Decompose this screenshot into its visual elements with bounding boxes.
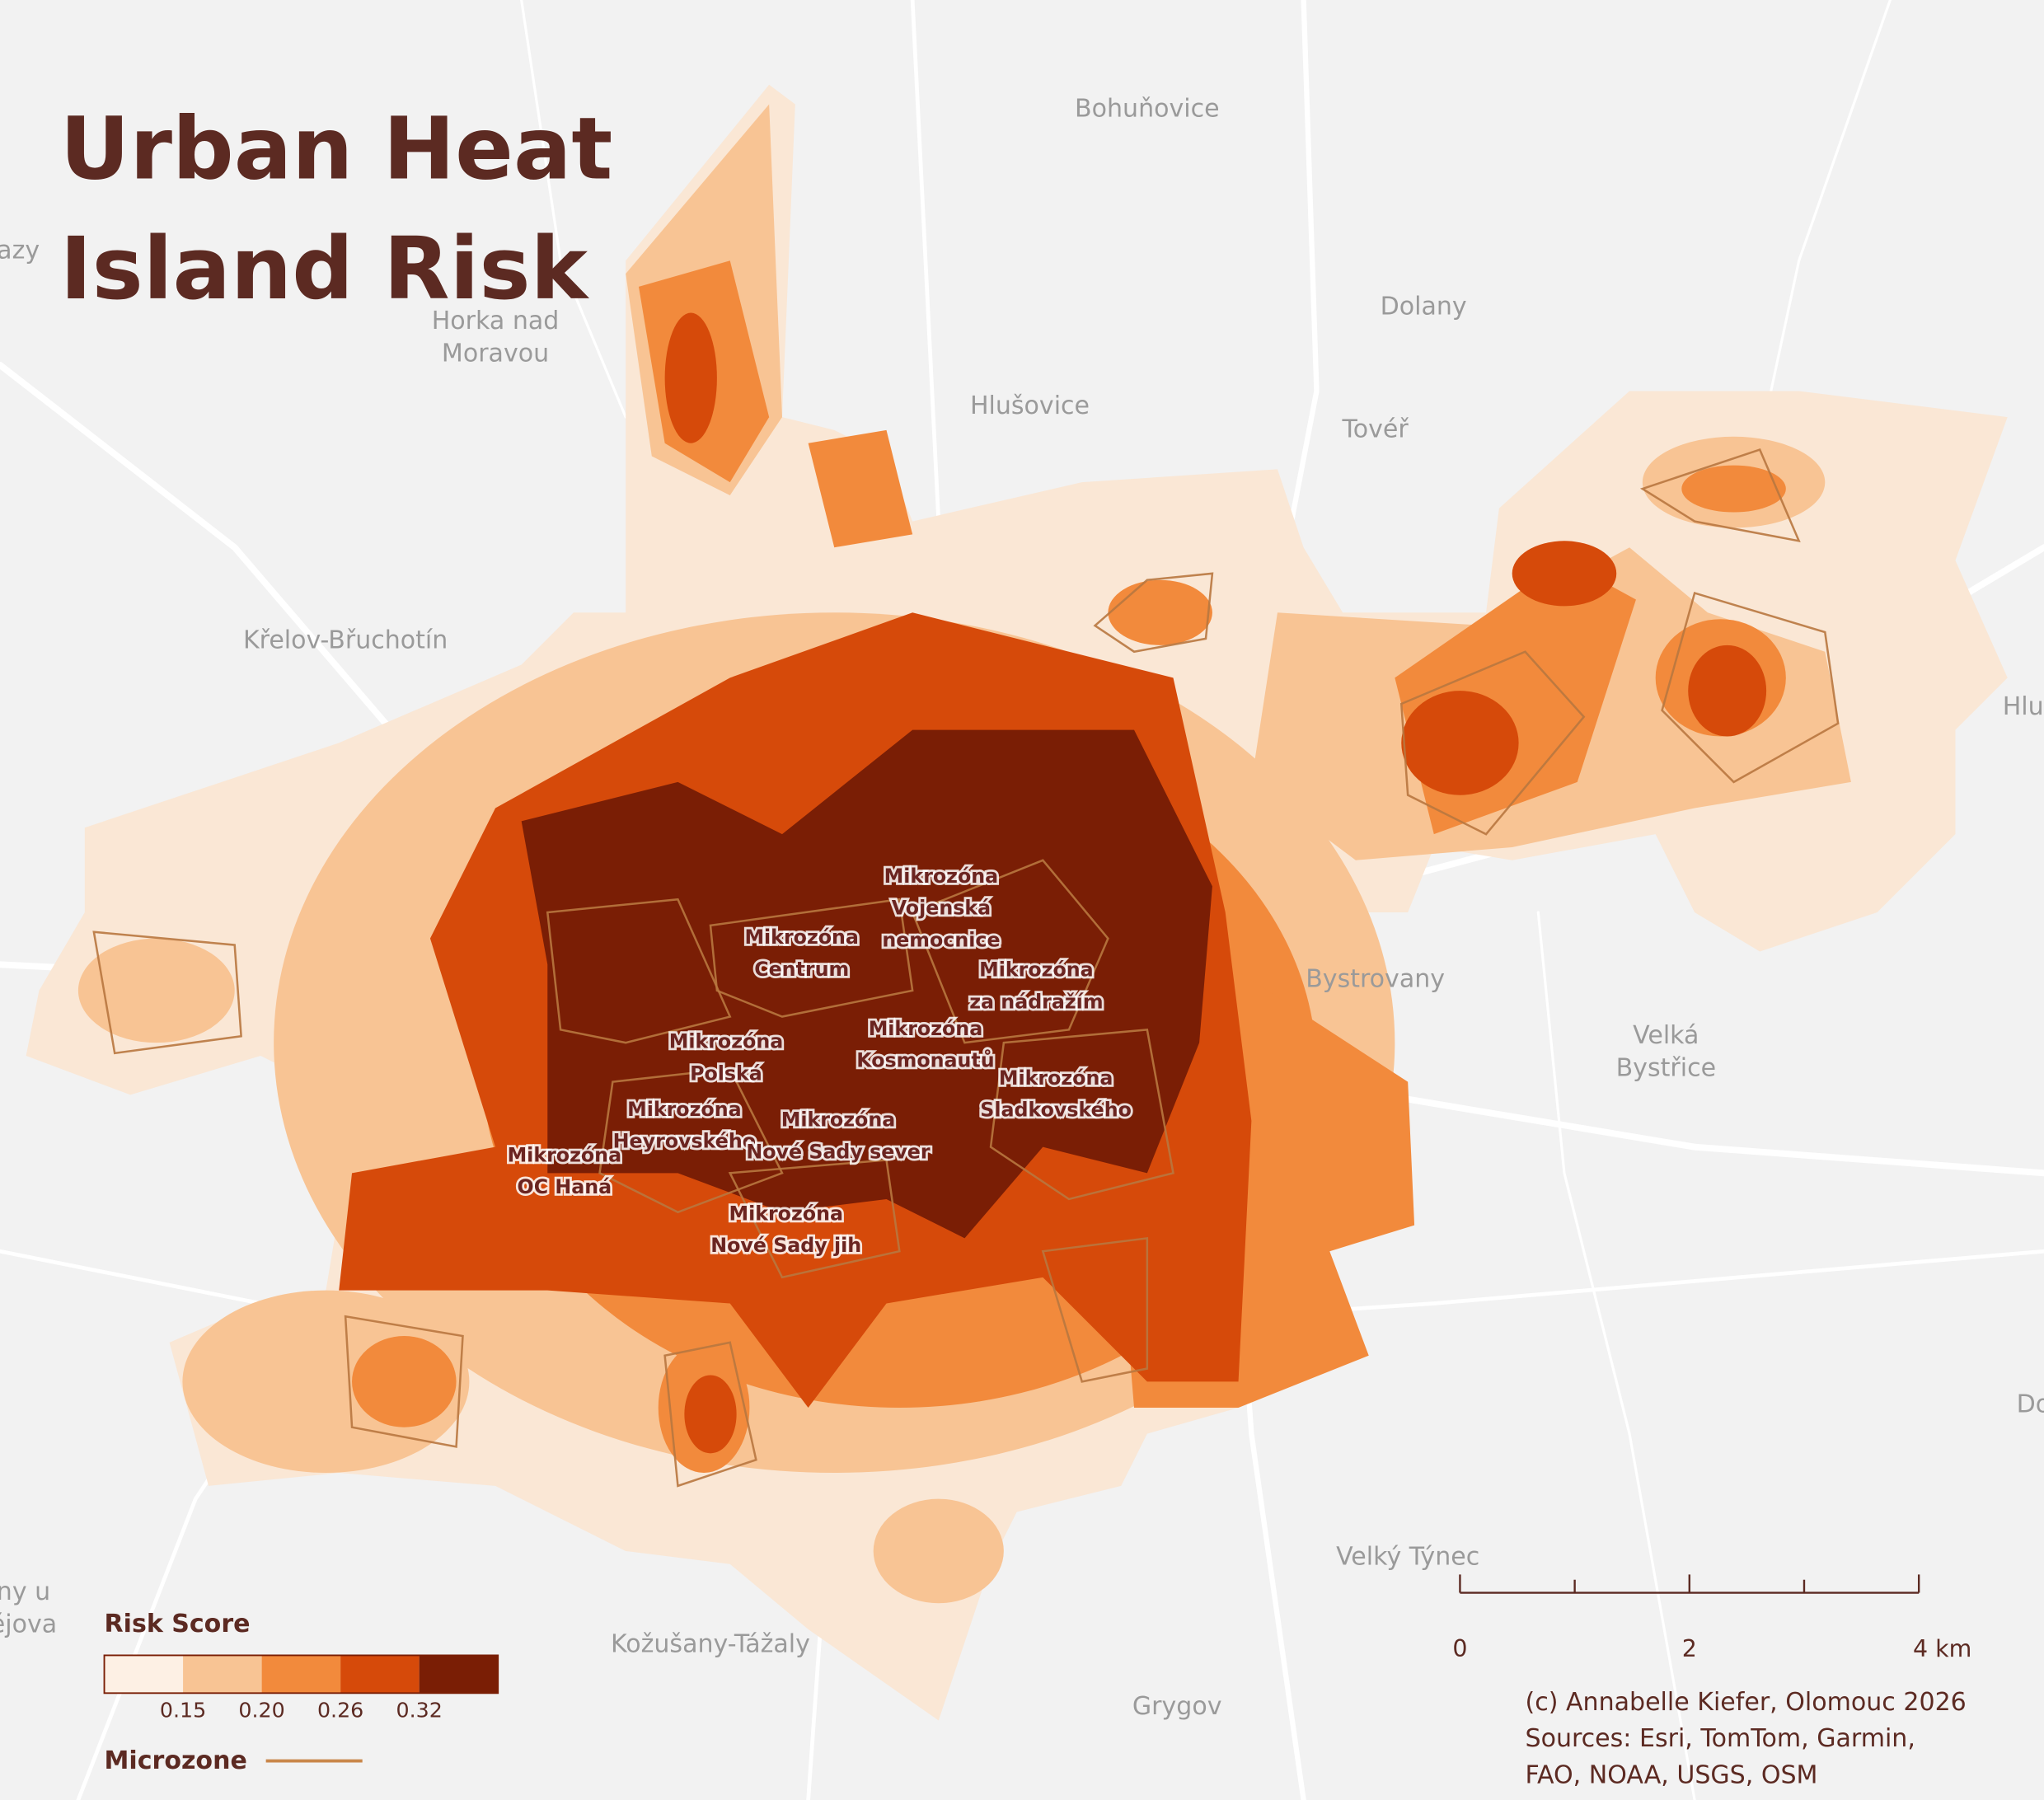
legend-swatch — [104, 1655, 184, 1694]
scale-label: 4 km — [1913, 1635, 1971, 1662]
scale-label: 0 — [1452, 1635, 1467, 1662]
place-label: Křelov-Břuchotín — [243, 626, 448, 655]
place-label: Tovéř — [1342, 415, 1409, 443]
place-label: Hlušovice — [970, 391, 1090, 420]
credit-line: (c) Annabelle Kiefer, Olomouc 2026 — [1526, 1688, 1967, 1717]
title-line: Island Risk — [60, 218, 590, 319]
place-label: Kožušany-Tážaly — [611, 1629, 810, 1658]
place-label: Grygov — [1132, 1692, 1222, 1721]
microzone-label: Mikrozóna — [999, 1066, 1113, 1090]
credits: (c) Annabelle Kiefer, Olomouc 2026 Source… — [1526, 1688, 1967, 1790]
place-label: Do — [2017, 1390, 2044, 1418]
scale-bar: 0 2 4 km — [1452, 1574, 1971, 1662]
microzone-label: Mikrozóna — [884, 865, 999, 888]
microzone-label: Vojenská — [892, 897, 991, 920]
legend-swatch — [261, 1655, 341, 1694]
microzone-label: Kosmonautů — [856, 1049, 994, 1072]
microzone-label: Mikrozóna — [627, 1098, 742, 1121]
place-label: azy — [0, 237, 40, 265]
place-label: Velký Týnec — [1336, 1542, 1479, 1571]
legend-break-label: 0.32 — [396, 1698, 442, 1722]
legend-break-label: 0.20 — [238, 1698, 284, 1722]
place-label: Horka nad — [432, 307, 560, 335]
microzone-label: nemocnice — [882, 928, 1000, 951]
legend: Risk Score 0.15 0.20 0.26 0.32 Microzone — [103, 1610, 499, 1775]
legend-break-label: 0.15 — [160, 1698, 206, 1722]
microzone-label: Centrum — [754, 958, 849, 981]
microzone-label: Mikrozóna — [869, 1017, 983, 1040]
place-label: Velká — [1633, 1021, 1699, 1050]
microzone-label: Heyrovského — [613, 1130, 756, 1153]
place-label: Bystrovany — [1306, 965, 1445, 994]
place-label: ějova — [0, 1610, 57, 1639]
microzone-label: Nové Sady jih — [710, 1234, 861, 1257]
microzone-label: Mikrozóna — [729, 1202, 843, 1225]
legend-break-label: 0.26 — [317, 1698, 363, 1722]
legend-swatch — [183, 1655, 262, 1694]
place-label: Bohuňovice — [1075, 94, 1220, 123]
legend-title: Risk Score — [105, 1610, 251, 1638]
microzone-label: Mikrozóna — [744, 926, 859, 949]
microzone-label: Mikrozóna — [781, 1109, 896, 1132]
scale-label: 2 — [1682, 1635, 1697, 1662]
credit-line: Sources: Esri, TomTom, Garmin, — [1526, 1724, 1915, 1753]
place-label: Hlu — [2003, 692, 2044, 721]
microzone-label: Mikrozóna — [979, 959, 1094, 982]
credit-line: FAO, NOAA, USGS, OSM — [1526, 1760, 1818, 1789]
place-label: ny u — [0, 1577, 50, 1606]
place-labels: Bohuňovice Dolany Horka nad Moravou Hlušovic… — [0, 94, 2044, 1721]
place-label: Dolany — [1381, 293, 1467, 321]
microzone-label: za nádražím — [969, 990, 1103, 1013]
legend-swatch — [340, 1655, 420, 1694]
microzone-label: Mikrozóna — [508, 1143, 622, 1166]
microzone-labels: Mikrozóna Vojenská nemocnice Mikrozóna Centr… — [505, 862, 1134, 1259]
legend-frame — [103, 1654, 499, 1695]
risk-area-highest — [521, 729, 1212, 1239]
heat-risk-surface — [26, 84, 2008, 1721]
title: Urban Heat Island Risk — [60, 99, 613, 319]
legend-swatch — [419, 1655, 499, 1694]
microzone-outlines — [92, 448, 1840, 1488]
legend-microzone-label: Microzone — [105, 1746, 247, 1775]
microzone-label: Nové Sady sever — [746, 1140, 931, 1163]
place-label: Bystřice — [1616, 1053, 1716, 1082]
microzone-label: Sladkovského — [980, 1099, 1132, 1122]
title-line: Urban Heat — [60, 99, 613, 199]
microzone-label: Mikrozóna — [669, 1030, 784, 1053]
microzone-label: Polská — [690, 1062, 762, 1085]
microzone-label: OC Haná — [518, 1175, 612, 1198]
place-label: Moravou — [442, 340, 549, 368]
